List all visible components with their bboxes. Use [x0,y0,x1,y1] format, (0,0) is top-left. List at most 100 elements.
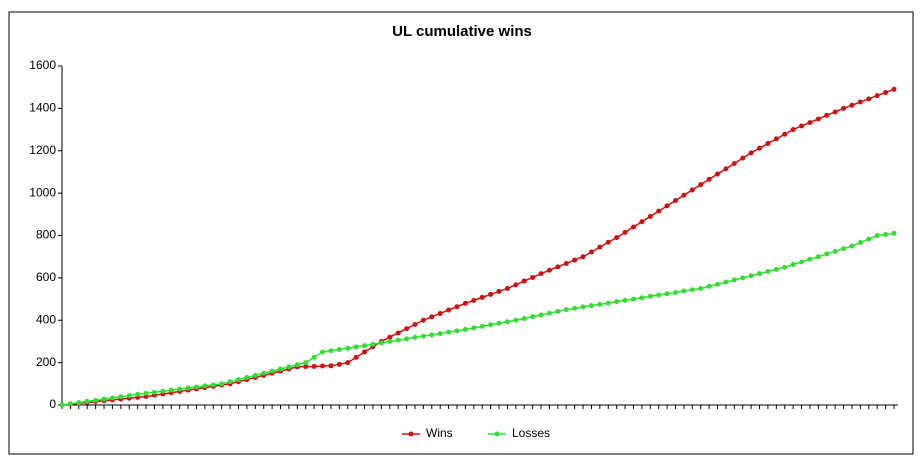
y-tick-label: 600 [36,270,56,284]
data-point [160,388,166,394]
data-point [605,300,611,306]
data-point [59,402,65,408]
data-point [101,396,107,402]
data-point [597,244,603,250]
data-point [496,320,502,326]
series-line [61,232,895,406]
data-point [387,338,393,344]
data-point [891,230,897,236]
data-point [672,198,678,204]
data-point [715,281,721,287]
data-point [488,291,494,297]
data-point [84,398,90,404]
data-point [832,109,838,115]
data-point [630,224,636,230]
data-point [841,246,847,252]
data-point [488,322,494,328]
data-point [67,401,73,407]
data-point [244,374,250,380]
data-point [698,285,704,291]
data-point [580,254,586,260]
data-point [723,166,729,172]
data-point [790,127,796,133]
data-point [815,116,821,122]
data-point [202,383,208,389]
data-point [622,229,628,235]
data-point [588,249,594,255]
data-point [731,277,737,283]
data-point [219,381,225,387]
data-point [404,326,410,332]
data-point [252,372,258,378]
data-point [345,345,351,351]
y-tick-label: 1200 [29,143,56,157]
series-line [61,88,895,406]
data-point [614,299,620,305]
data-point [647,213,653,219]
data-point [723,279,729,285]
legend-label: Losses [512,426,550,440]
y-tick-label: 1600 [29,58,56,72]
y-tick-label: 200 [36,355,56,369]
data-point [530,274,536,280]
data-point [311,363,317,369]
data-point [437,331,443,337]
data-point [303,360,309,366]
data-point [664,203,670,209]
data-point [580,304,586,310]
data-point [706,283,712,289]
data-point [328,348,334,354]
data-point [429,332,435,338]
data-point [437,310,443,316]
y-tick-label: 1400 [29,101,56,115]
data-point [387,334,393,340]
data-point [799,123,805,129]
data-point [765,141,771,147]
data-point [563,307,569,313]
data-point [336,361,342,367]
data-point [672,289,678,295]
data-point [143,390,149,396]
data-point [362,349,368,355]
data-point [118,394,124,400]
data-point [93,397,99,403]
data-point [605,239,611,245]
data-point [320,349,326,355]
data-point [883,231,889,237]
data-point [353,344,359,350]
data-point [866,236,872,242]
data-point [479,294,485,300]
data-point [454,304,460,310]
data-point [572,305,578,311]
data-point [841,105,847,111]
data-point [462,300,468,306]
data-point [521,316,527,322]
data-point [269,368,275,374]
data-point [378,340,384,346]
data-point [538,271,544,277]
data-point [336,346,342,352]
data-point [757,145,763,151]
data-point [807,256,813,262]
data-point [370,341,376,347]
data-point [261,370,267,376]
data-point [849,102,855,108]
data-point [311,354,317,360]
data-point [656,208,662,214]
data-point [345,360,351,366]
data-point [446,307,452,313]
data-point [706,176,712,182]
data-point [538,312,544,318]
data-point [278,366,284,372]
data-point [588,303,594,309]
data-point [597,301,603,307]
data-point [168,387,174,393]
data-point [429,314,435,320]
data-point [395,330,401,336]
data-point [504,285,510,291]
data-point [563,260,569,266]
data-point [479,323,485,329]
data-point [395,337,401,343]
data-point [412,334,418,340]
